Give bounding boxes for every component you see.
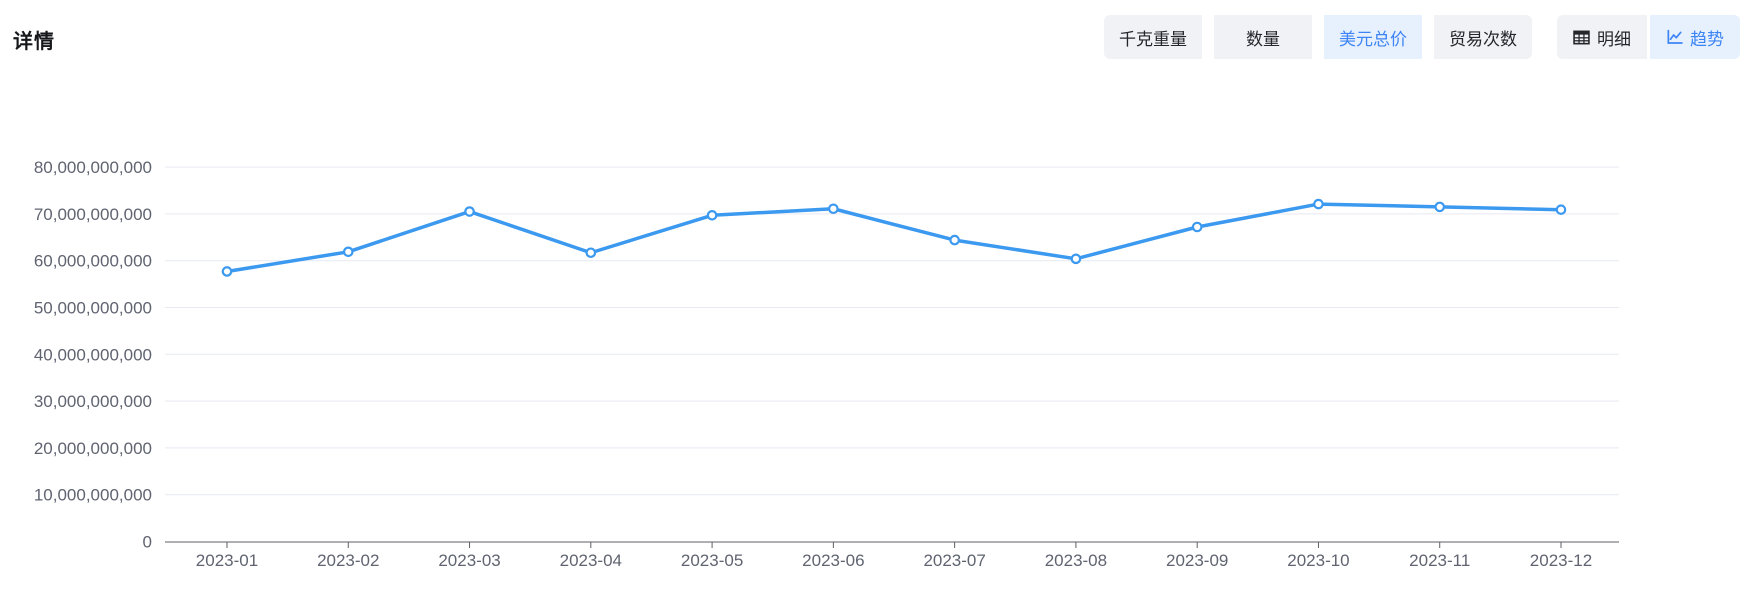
chart-controls: 千克重量 数量 美元总价 贸易次数: [1104, 15, 1740, 59]
data-point-marker[interactable]: [221, 266, 233, 277]
x-axis-tick-label: 2023-10: [1287, 551, 1349, 570]
x-axis-tick-label: 2023-12: [1530, 551, 1592, 570]
y-axis-tick-label: 0: [143, 533, 152, 552]
tab-label: 美元总价: [1339, 29, 1407, 49]
tab-label: 数量: [1246, 29, 1280, 49]
data-point-marker[interactable]: [1434, 201, 1446, 213]
tab-weight-kg[interactable]: 千克重量: [1104, 15, 1202, 59]
y-axis-tick-label: 80,000,000,000: [34, 158, 152, 177]
data-point-marker[interactable]: [828, 203, 839, 215]
data-point-marker[interactable]: [1555, 204, 1567, 215]
data-point-marker[interactable]: [1313, 198, 1324, 210]
tab-detail-view[interactable]: 明细: [1557, 15, 1647, 59]
series-line: [225, 202, 1563, 274]
x-axis-tick-label: 2023-06: [802, 551, 864, 570]
x-axis-tick-label: 2023-11: [1409, 551, 1470, 570]
tab-quantity[interactable]: 数量: [1214, 15, 1312, 59]
tab-usd-total[interactable]: 美元总价: [1324, 15, 1422, 59]
data-point-marker[interactable]: [706, 210, 718, 221]
trend-chart-icon: [1666, 29, 1683, 46]
y-axis-tick-label: 40,000,000,000: [34, 345, 152, 364]
tab-label: 明细: [1597, 29, 1631, 49]
table-icon: [1573, 29, 1590, 46]
x-axis-tick-label: 2023-08: [1045, 551, 1107, 570]
data-point-marker[interactable]: [342, 246, 354, 258]
y-axis-tick-label: 30,000,000,000: [34, 392, 152, 411]
y-axis-tick-label: 20,000,000,000: [34, 439, 152, 458]
data-point-marker[interactable]: [1070, 253, 1082, 265]
y-axis-tick-label: 10,000,000,000: [34, 486, 152, 505]
x-axis-tick-label: 2023-03: [438, 551, 500, 570]
tab-label: 千克重量: [1119, 29, 1187, 49]
x-axis-tick-label: 2023-04: [560, 551, 622, 570]
data-point-marker[interactable]: [585, 247, 597, 259]
view-tab-group: 明细 趋势: [1557, 15, 1740, 59]
x-axis-tick-label: 2023-01: [196, 551, 258, 570]
metric-tab-group: 千克重量 数量 美元总价 贸易次数: [1104, 15, 1532, 59]
data-point-marker[interactable]: [949, 234, 960, 246]
x-axis-tick-label: 2023-05: [681, 551, 743, 570]
data-point-marker[interactable]: [1191, 221, 1203, 233]
page-title: 详情: [13, 31, 55, 53]
tab-label: 贸易次数: [1449, 29, 1517, 49]
tab-trade-count[interactable]: 贸易次数: [1434, 15, 1532, 59]
x-axis-tick-label: 2023-09: [1166, 551, 1228, 570]
tab-label: 趋势: [1690, 29, 1724, 49]
y-axis-tick-label: 60,000,000,000: [34, 252, 152, 271]
y-axis-tick-label: 70,000,000,000: [34, 205, 152, 224]
data-point-marker[interactable]: [464, 206, 475, 217]
x-axis-tick-label: 2023-02: [317, 551, 379, 570]
tab-trend-view[interactable]: 趋势: [1650, 15, 1740, 59]
x-axis-tick-label: 2023-07: [923, 551, 985, 570]
y-axis-tick-label: 50,000,000,000: [34, 299, 152, 318]
